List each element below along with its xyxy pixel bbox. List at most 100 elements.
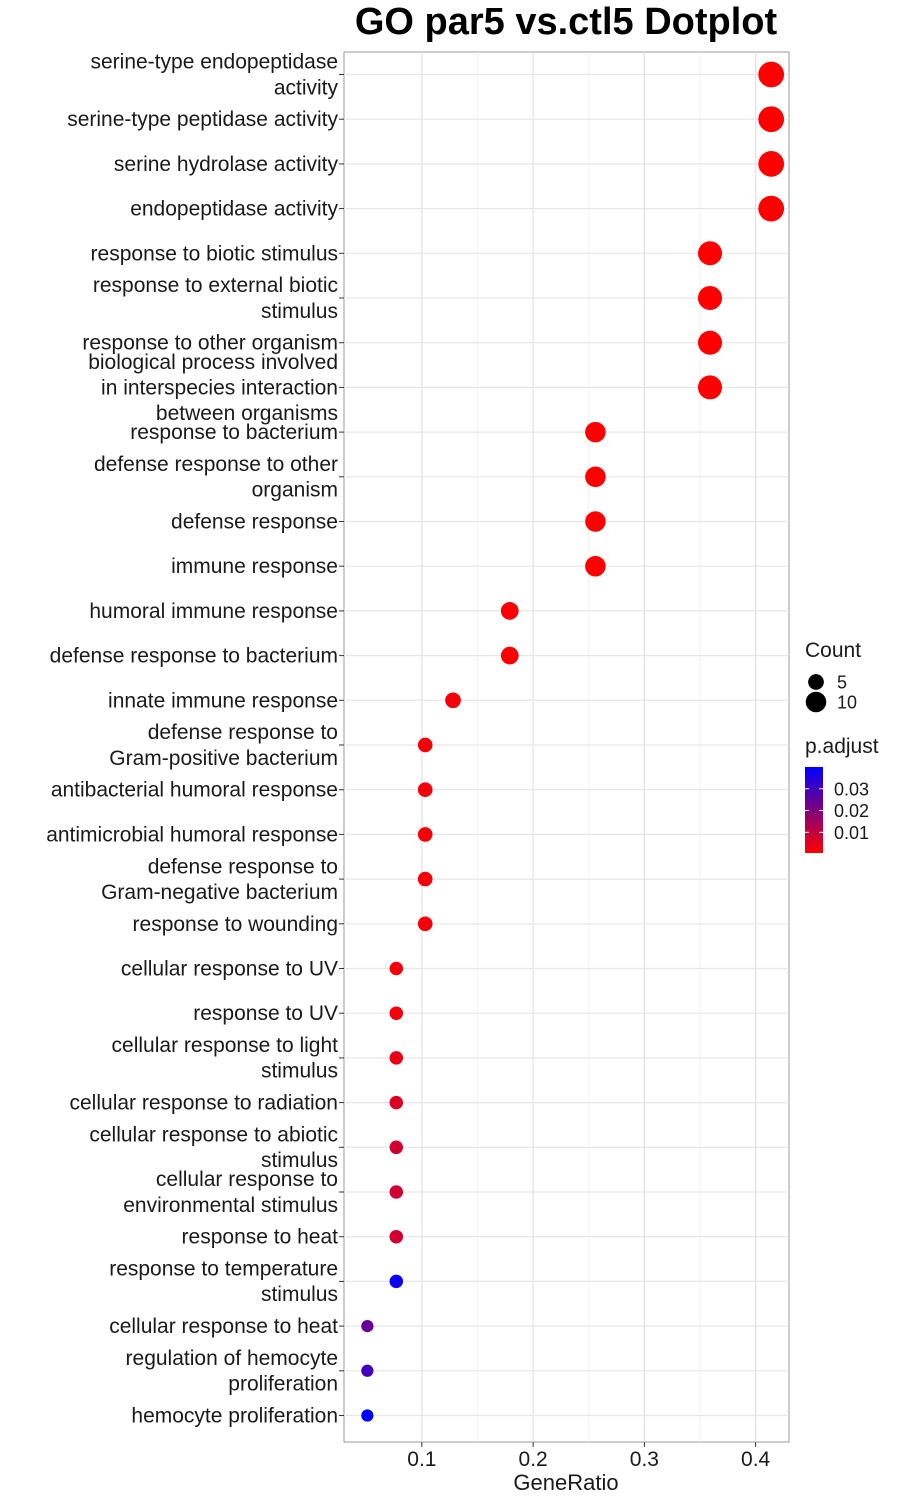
category-label: cellular response to light stimulus (112, 1034, 339, 1083)
category-label: cellular response to UV (121, 958, 338, 981)
category-label: regulation of hemocyte proliferation (126, 1347, 338, 1396)
data-point (758, 151, 785, 177)
category-label-line: activity (274, 76, 339, 99)
category-label-line: defense response to (148, 721, 338, 744)
data-point (758, 106, 785, 133)
x-tick-label: 0.1 (407, 1448, 436, 1471)
size-legend-dot (805, 691, 827, 713)
data-point (585, 466, 606, 488)
category-label-line: antibacterial humoral response (51, 779, 338, 802)
data-point (417, 737, 433, 753)
data-point (585, 511, 606, 532)
category-label-line: endopeptidase activity (130, 198, 338, 221)
legend-count-title: Count (805, 639, 861, 662)
data-point (697, 241, 723, 266)
category-label-line: cellular response to radiation (70, 1092, 339, 1115)
category-label: response to temperature stimulus (109, 1258, 338, 1307)
category-label-line: cellular response to (156, 1168, 338, 1191)
category-label-line: defense response to bacterium (50, 645, 338, 668)
data-point (417, 871, 433, 887)
size-legend-label: 5 (837, 673, 847, 693)
x-tick-label: 0.2 (519, 1448, 548, 1471)
legend: Count 510 p.adjust 0.030.020.01 (805, 639, 879, 853)
category-label-line: between organisms (156, 402, 338, 425)
x-axis-label: GeneRatio (513, 1470, 618, 1495)
category-label-line: innate immune response (108, 689, 338, 712)
data-point (585, 421, 606, 443)
legend-padjust-title: p.adjust (805, 735, 879, 758)
category-label: serine-type endopeptidase activity (90, 51, 338, 100)
data-point (389, 1006, 404, 1020)
chart-title: GO par5 vs.ctl5 Dotplot (355, 1, 778, 43)
x-tick-label: 0.4 (741, 1448, 771, 1471)
category-label-line: stimulus (261, 1283, 338, 1306)
category-label: cellular response to environmental stimul… (123, 1168, 338, 1217)
category-label: cellular response to radiation (70, 1092, 339, 1115)
size-legend-label: 10 (837, 693, 857, 713)
category-label: response to other organism (82, 332, 338, 355)
x-tick-label: 0.3 (630, 1448, 659, 1471)
data-point (758, 195, 785, 222)
y-axis: serine-type endopeptidase activityserine-… (46, 51, 344, 1428)
category-label-line: antimicrobial humoral response (46, 823, 338, 846)
data-point (697, 285, 723, 311)
category-label-line: response to UV (193, 1002, 338, 1025)
data-point (389, 1229, 404, 1244)
colorbar-tick-label: 0.01 (834, 823, 869, 843)
data-point (697, 330, 723, 355)
data-points (361, 61, 785, 1422)
category-label-line: serine-type endopeptidase (90, 51, 338, 74)
category-label: response to external biotic stimulus (93, 274, 338, 323)
category-label-line: stimulus (261, 1149, 338, 1172)
data-point (445, 692, 461, 709)
category-label: response to bacterium (130, 421, 338, 444)
category-label-line: Gram-positive bacterium (109, 747, 338, 770)
data-point (389, 1095, 404, 1110)
category-label: response to UV (193, 1002, 338, 1025)
category-label-line: cellular response to light (112, 1034, 339, 1057)
category-label: defense response to Gram-negative bacteri… (101, 855, 338, 904)
category-label: defense response to other organism (94, 453, 338, 502)
category-label-line: stimulus (261, 1060, 338, 1083)
category-label-line: cellular response to UV (121, 958, 338, 981)
data-point (389, 1185, 404, 1199)
x-axis: 0.1 0.2 0.3 0.4 (407, 1442, 771, 1471)
data-point (585, 555, 606, 577)
size-legend: 510 (805, 673, 857, 713)
category-label-line: defense response (171, 511, 338, 534)
category-label-line: regulation of hemocyte (126, 1347, 338, 1370)
data-point (417, 827, 433, 842)
category-label: response to heat (182, 1226, 339, 1249)
category-label-line: environmental stimulus (123, 1194, 338, 1217)
data-point (697, 375, 723, 400)
size-legend-dot (808, 674, 824, 690)
category-label: humoral immune response (89, 600, 338, 623)
category-label-line: defense response to (148, 855, 338, 878)
category-label-line: serine hydrolase activity (114, 153, 339, 176)
category-label-line: cellular response to heat (109, 1315, 338, 1338)
category-label-line: in interspecies interaction (101, 376, 338, 399)
category-label: cellular response to heat (109, 1315, 338, 1338)
category-label-line: response to external biotic (93, 274, 338, 297)
data-point (500, 646, 519, 665)
category-label-line: biological process involved (88, 351, 338, 374)
category-label: cellular response to abiotic stimulus (89, 1124, 338, 1173)
data-point (361, 1319, 374, 1333)
plot-panel (343, 51, 790, 1443)
data-point (361, 1409, 374, 1422)
category-label-line: immune response (171, 555, 338, 578)
category-label: defense response (171, 511, 338, 534)
data-point (389, 1274, 404, 1289)
category-label-line: response to temperature (109, 1258, 338, 1281)
category-label: response to biotic stimulus (91, 242, 338, 265)
category-label: innate immune response (108, 689, 338, 712)
data-point (389, 961, 404, 976)
category-label: serine-type peptidase activity (67, 108, 338, 131)
category-label-line: humoral immune response (89, 600, 338, 623)
category-label-line: cellular response to abiotic (89, 1124, 338, 1147)
category-label: response to wounding (133, 913, 338, 936)
category-label: serine hydrolase activity (114, 153, 339, 176)
data-point (389, 1051, 404, 1065)
category-label-line: response to wounding (133, 913, 338, 936)
category-label-line: response to heat (182, 1226, 339, 1249)
